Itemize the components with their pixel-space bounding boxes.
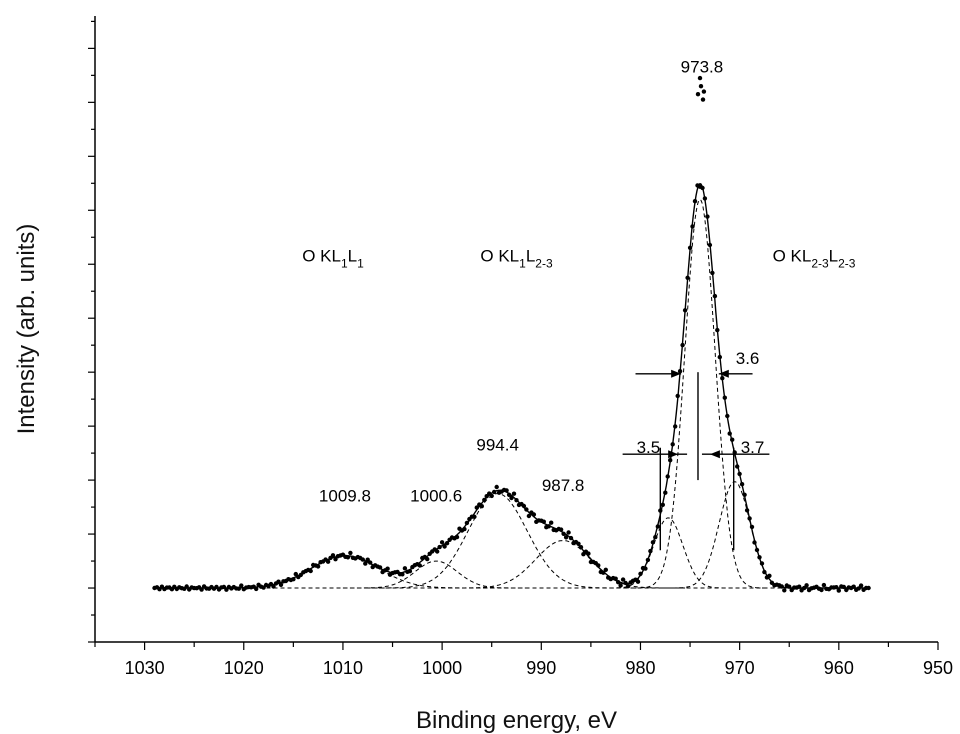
component-curve-7 — [665, 481, 805, 589]
component-curve-6 — [632, 198, 768, 589]
y-axis-title: Intensity (arb. units) — [13, 224, 40, 435]
component-curve-2 — [342, 560, 530, 589]
data-point — [439, 540, 445, 545]
x-tick-label: 990 — [526, 658, 556, 678]
axes — [88, 16, 939, 650]
data-points — [152, 75, 871, 593]
data-point — [239, 583, 244, 588]
data-point — [603, 567, 608, 572]
transition-text: L — [829, 247, 838, 266]
transition-label: O KL2-3L2-3 — [773, 247, 856, 271]
data-point — [385, 566, 390, 571]
transition-subscript: 2-3 — [535, 257, 553, 271]
transition-subscript: 1 — [357, 257, 364, 271]
data-point — [618, 583, 623, 588]
x-tick-label: 970 — [725, 658, 755, 678]
x-tick-label: 950 — [923, 658, 953, 678]
data-point — [526, 513, 532, 519]
fit-line — [154, 182, 869, 589]
data-point — [635, 579, 641, 584]
component-curve-5 — [602, 517, 734, 589]
data-point — [701, 89, 707, 94]
transition-label: O KL1L1 — [302, 247, 364, 271]
data-point — [695, 92, 701, 97]
transition-text: L — [348, 247, 357, 266]
width-label: 3.6 — [736, 349, 760, 368]
data-point — [254, 586, 259, 592]
component-curve-1 — [195, 555, 496, 589]
data-point — [782, 588, 787, 593]
transition-subscript: 1 — [519, 257, 526, 271]
data-point — [566, 530, 571, 535]
data-point — [417, 563, 422, 568]
peak-label: 1009.8 — [319, 487, 371, 506]
transition-text: L — [526, 247, 535, 266]
transition-text: O KL — [773, 247, 812, 266]
data-point — [333, 557, 338, 562]
x-tick-label: 1000 — [422, 658, 462, 678]
transition-subscript: 2-3 — [838, 257, 856, 271]
x-axis-title: Binding energy, eV — [416, 707, 617, 734]
fwhm-arrow-head-left — [671, 369, 682, 378]
data-point — [330, 553, 336, 558]
data-point — [293, 571, 298, 577]
annotations: 1030 1020 1010 1000 990 980 970 960 950 Binding e… — [13, 58, 953, 734]
data-point — [836, 588, 841, 593]
data-point — [697, 75, 703, 81]
fwhm-arrow-head-right — [718, 369, 729, 378]
width-label: 3.5 — [637, 438, 661, 457]
data-point — [821, 582, 827, 588]
data-point — [402, 566, 408, 571]
component-curve-4 — [441, 539, 686, 589]
data-point — [700, 97, 706, 102]
peak-label: 994.4 — [476, 435, 519, 454]
peak-label: 987.8 — [542, 476, 585, 495]
x-tick-label: 1020 — [224, 658, 264, 678]
data-point — [819, 587, 824, 593]
data-point — [625, 584, 631, 589]
lower-arrow-head-right — [709, 450, 720, 459]
transition-text: O KL — [480, 247, 519, 266]
data-point — [563, 535, 569, 540]
data-point — [549, 520, 554, 525]
data-point — [858, 583, 864, 588]
data-point — [494, 484, 499, 490]
data-point — [489, 493, 494, 499]
transition-text: O KL — [302, 247, 341, 266]
transition-subscript: 2-3 — [811, 257, 829, 271]
data-point — [698, 84, 704, 89]
lower-arrow-head-left — [668, 450, 679, 459]
peak-label: 973.8 — [681, 58, 724, 77]
transition-label: O KL1L2-3 — [480, 247, 553, 271]
data-point — [348, 550, 353, 556]
width-label: 3.7 — [741, 438, 765, 457]
x-tick-label: 1030 — [125, 658, 165, 678]
fwhm-markers — [622, 369, 770, 551]
x-tick-label: 980 — [625, 658, 655, 678]
transition-subscript: 1 — [341, 257, 348, 271]
envelope-fit — [154, 182, 869, 589]
x-tick-label: 1010 — [323, 658, 363, 678]
data-point — [363, 561, 368, 566]
x-tick-label: 960 — [824, 658, 854, 678]
data-point — [365, 557, 370, 562]
data-point — [620, 577, 626, 582]
data-point — [511, 491, 517, 496]
data-point — [804, 583, 809, 588]
component-curve-3 — [366, 493, 630, 589]
peak-label: 1000.6 — [410, 487, 462, 506]
